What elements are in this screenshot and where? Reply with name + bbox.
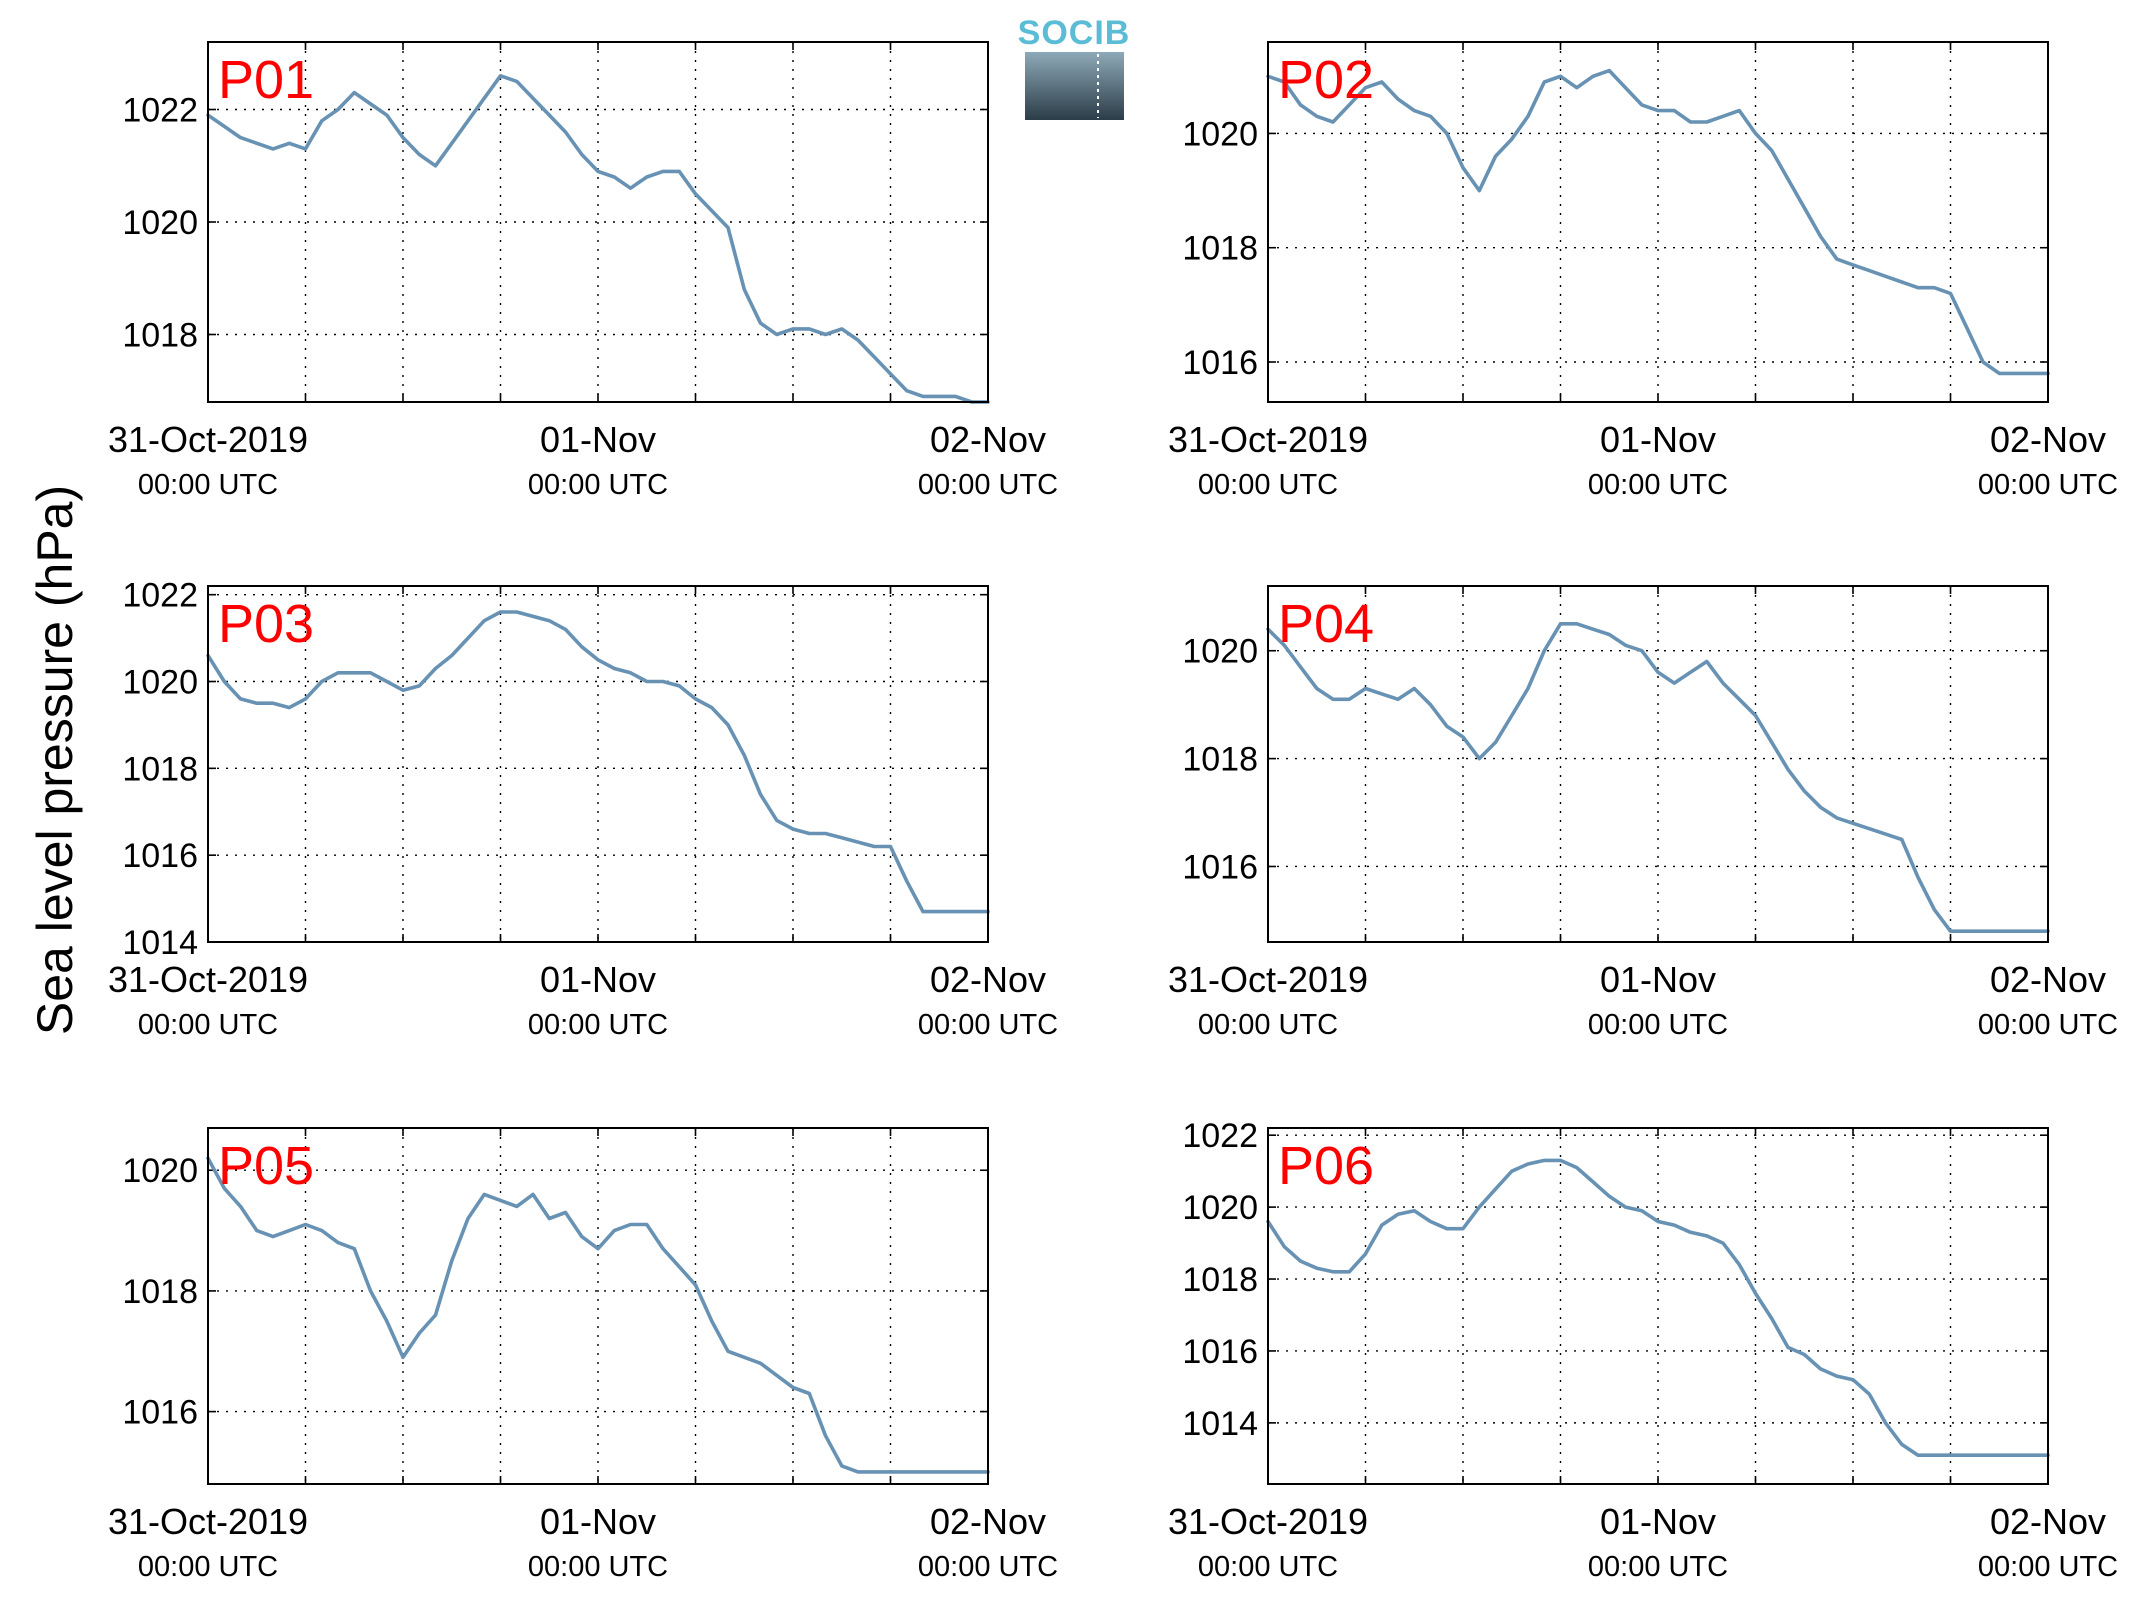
x-tick-time-label: 00:00 UTC [138,1009,278,1041]
y-tick-label: 1018 [122,317,198,355]
axes-frame [207,585,989,943]
x-tick-label: 31-Oct-2019 [108,959,308,1000]
x-tick-time-label: 00:00 UTC [1978,469,2118,501]
y-tick-label: 1020 [1182,115,1258,153]
panel-p01: 1018 1020 1022 31-Oct-2019 00:00 UTC 01-Nov 00… [108,41,1058,501]
x-tick-time-label: 00:00 UTC [528,1009,668,1041]
x-tick-time-label: 00:00 UTC [918,1551,1058,1583]
y-tick-label: 1022 [122,92,198,130]
x-tick-time-label: 00:00 UTC [1198,469,1338,501]
y-tick-label: 1018 [122,1273,198,1311]
panel-label: P02 [1278,50,1374,110]
panel-p04: 1016 1018 1020 31-Oct-2019 00:00 UTC 01-Nov 00… [1168,585,2118,1041]
axes-frame [207,41,989,403]
y-axis-label: Sea level pressure (hPa) [27,485,83,1035]
x-tick-time-label: 00:00 UTC [1588,1009,1728,1041]
panel-p02: 1016 1018 1020 31-Oct-2019 00:00 UTC 01-Nov 00… [1168,41,2118,501]
x-tick-time-label: 00:00 UTC [1588,469,1728,501]
y-tick-label: 1014 [1182,1405,1258,1443]
y-tick-label: 1022 [122,577,198,615]
axes-frame [207,1127,989,1485]
axes-frame [1267,585,2049,943]
x-tick-label: 01-Nov [1600,419,1716,460]
panel-label: P01 [218,50,314,110]
x-tick-label: 02-Nov [930,959,1046,1000]
x-tick-label: 02-Nov [930,419,1046,460]
x-tick-label: 31-Oct-2019 [108,1501,308,1542]
x-tick-time-label: 00:00 UTC [1198,1009,1338,1041]
y-tick-label: 1020 [122,664,198,702]
series-line-p02 [1266,68,2050,376]
x-tick-label: 02-Nov [930,1501,1046,1542]
y-tick-label: 1016 [122,837,198,875]
x-tick-time-label: 00:00 UTC [1978,1009,2118,1041]
y-tick-label: 1016 [122,1394,198,1432]
x-tick-label: 02-Nov [1990,1501,2106,1542]
y-tick-label: 1016 [1182,344,1258,382]
x-tick-time-label: 00:00 UTC [1198,1551,1338,1583]
socib-logo: SOCIB [1018,14,1131,120]
series-line-p05 [206,1156,990,1474]
socib-logo-block [1025,52,1124,120]
x-tick-time-label: 00:00 UTC [528,469,668,501]
panel-p03: 1014 1016 1018 1020 1022 31-Oct-2019 00:00 UTC… [108,577,1058,1041]
y-tick-label: 1016 [1182,1333,1258,1371]
x-tick-label: 31-Oct-2019 [1168,1501,1368,1542]
y-tick-label: 1022 [1182,1117,1258,1155]
y-tick-label: 1020 [122,1152,198,1190]
x-tick-time-label: 00:00 UTC [918,469,1058,501]
series-line-p03 [206,610,990,914]
y-tick-label: 1020 [122,204,198,242]
panel-label: P05 [218,1136,314,1196]
x-tick-time-label: 00:00 UTC [528,1551,668,1583]
x-tick-time-label: 00:00 UTC [138,469,278,501]
panel-label: P03 [218,594,314,654]
y-tick-label: 1018 [1182,741,1258,779]
series-line-p01 [206,74,990,404]
axes-frame [1267,1127,2049,1485]
y-tick-label: 1016 [1182,848,1258,886]
x-tick-time-label: 00:00 UTC [918,1009,1058,1041]
panel-p06: 1014 1016 1018 1020 1022 31-Oct-2019 00:00 UTC… [1168,1117,2118,1583]
x-tick-label: 01-Nov [540,1501,656,1542]
panel-label: P06 [1278,1136,1374,1196]
x-tick-label: 31-Oct-2019 [1168,959,1368,1000]
x-tick-label: 01-Nov [540,959,656,1000]
y-tick-label: 1014 [122,924,198,962]
series-line-p04 [1266,621,2050,934]
series-line-p06 [1266,1158,2050,1457]
y-tick-label: 1018 [1182,230,1258,268]
axes-frame [1267,41,2049,403]
x-tick-time-label: 00:00 UTC [1588,1551,1728,1583]
x-tick-time-label: 00:00 UTC [1978,1551,2118,1583]
x-tick-label: 01-Nov [1600,959,1716,1000]
y-tick-label: 1020 [1182,1189,1258,1227]
x-tick-label: 31-Oct-2019 [108,419,308,460]
x-tick-label: 02-Nov [1990,959,2106,1000]
y-tick-label: 1020 [1182,633,1258,671]
x-tick-label: 01-Nov [1600,1501,1716,1542]
x-tick-time-label: 00:00 UTC [138,1551,278,1583]
y-tick-label: 1018 [122,750,198,788]
socib-logo-text: SOCIB [1018,14,1131,52]
panel-label: P04 [1278,594,1374,654]
panel-p05: 1016 1018 1020 31-Oct-2019 00:00 UTC 01-Nov 00… [108,1127,1058,1583]
y-tick-label: 1018 [1182,1261,1258,1299]
x-tick-label: 31-Oct-2019 [1168,419,1368,460]
x-tick-label: 02-Nov [1990,419,2106,460]
x-tick-label: 01-Nov [540,419,656,460]
